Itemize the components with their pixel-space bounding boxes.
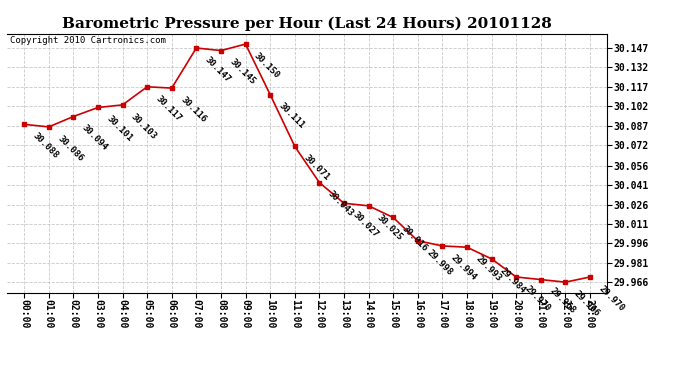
Text: Copyright 2010 Cartronics.com: Copyright 2010 Cartronics.com: [10, 36, 166, 45]
Text: 30.101: 30.101: [105, 114, 134, 144]
Text: 30.043: 30.043: [326, 189, 355, 219]
Text: 30.103: 30.103: [130, 112, 159, 141]
Text: 30.150: 30.150: [253, 51, 282, 80]
Text: 30.016: 30.016: [400, 224, 429, 254]
Title: Barometric Pressure per Hour (Last 24 Hours) 20101128: Barometric Pressure per Hour (Last 24 Ho…: [62, 17, 552, 31]
Text: 30.147: 30.147: [204, 55, 233, 84]
Text: 29.993: 29.993: [474, 254, 503, 284]
Text: 29.968: 29.968: [548, 286, 577, 316]
Text: 29.970: 29.970: [597, 284, 626, 313]
Text: 30.027: 30.027: [351, 210, 380, 239]
Text: 29.984: 29.984: [498, 266, 528, 295]
Text: 30.086: 30.086: [56, 134, 85, 163]
Text: 30.088: 30.088: [31, 131, 60, 160]
Text: 29.970: 29.970: [523, 284, 552, 313]
Text: 30.071: 30.071: [302, 153, 331, 182]
Text: 29.966: 29.966: [572, 289, 602, 318]
Text: 30.117: 30.117: [154, 94, 184, 123]
Text: 29.994: 29.994: [449, 253, 478, 282]
Text: 30.145: 30.145: [228, 57, 257, 87]
Text: 30.025: 30.025: [375, 213, 404, 242]
Text: 30.094: 30.094: [80, 123, 110, 153]
Text: 30.116: 30.116: [179, 95, 208, 124]
Text: 30.111: 30.111: [277, 102, 306, 130]
Text: 29.998: 29.998: [425, 248, 454, 277]
